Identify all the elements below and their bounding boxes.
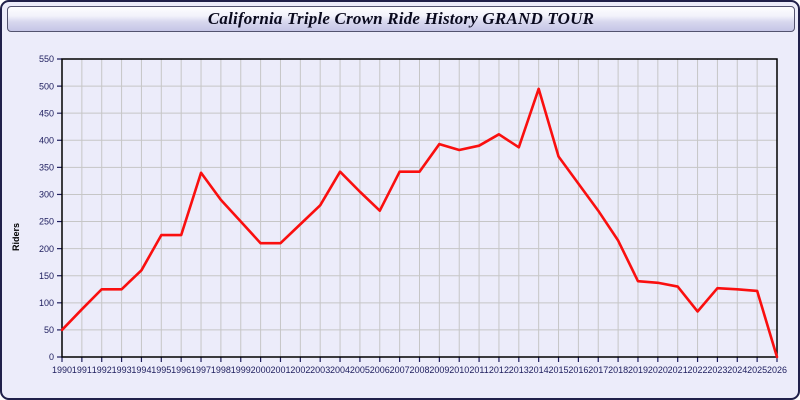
x-tick-label: 2009 [429,365,449,375]
x-tick-label: 2012 [489,365,509,375]
x-tick-label: 2024 [727,365,747,375]
x-tick-label: 2010 [449,365,469,375]
y-axis-ticks: 0 50 100 150 200 250 300 350 400 450 500 550 [39,54,62,362]
x-tick-label: 2011 [469,365,488,375]
chart-plot-area: Riders 0 50 100 150 200 250 300 350 400 450 500 550… [2,34,798,398]
y-tick-label: 200 [39,244,54,254]
x-tick-label: 2023 [707,365,727,375]
x-tick-label: 2002 [290,365,310,375]
y-tick-label: 0 [49,352,54,362]
gridlines [61,58,778,358]
y-tick-label: 150 [39,271,54,281]
x-tick-label: 1991 [72,365,92,375]
x-tick-label: 1990 [52,365,72,375]
y-tick-label: 400 [39,135,54,145]
x-tick-label: 2006 [370,365,390,375]
x-tick-label: 2008 [409,365,429,375]
riders-line-series [60,87,779,359]
x-tick-label: 2026 [767,365,787,375]
x-tick-label: 1992 [92,365,112,375]
x-axis-ticks: 1990 1991 1992 1993 1994 1995 1996 1997 1998 1999… [52,357,787,375]
x-tick-label: 1996 [171,365,191,375]
x-tick-label: 2007 [390,365,410,375]
x-tick-label: 2018 [608,365,628,375]
x-tick-label: 2000 [251,365,271,375]
x-tick-label: 2014 [529,365,549,375]
x-tick-label: 1995 [151,365,171,375]
x-tick-label: 2015 [549,365,569,375]
x-tick-label: 2022 [688,365,708,375]
y-tick-label: 350 [39,163,54,173]
x-tick-label: 2017 [588,365,608,375]
y-tick-label: 550 [39,54,54,64]
page-title: California Triple Crown Ride History GRA… [207,9,595,28]
x-tick-label: 2004 [330,365,350,375]
y-axis-label: Riders [11,223,21,252]
x-tick-label: 2020 [648,365,668,375]
y-tick-label: 100 [39,298,54,308]
x-tick-label: 2025 [747,365,767,375]
plot-frame [61,58,778,358]
x-tick-label: 2005 [350,365,370,375]
x-tick-label: 2013 [509,365,529,375]
x-tick-label: 2019 [628,365,648,375]
x-tick-label: 1999 [231,365,251,375]
x-tick-label: 1994 [131,365,151,375]
x-tick-label: 1993 [112,365,132,375]
y-tick-label: 50 [44,325,54,335]
x-tick-label: 2016 [568,365,588,375]
y-tick-label: 500 [39,81,54,91]
y-tick-label: 300 [39,190,54,200]
x-tick-label: 2003 [310,365,330,375]
x-tick-label: 2021 [668,365,688,375]
x-tick-label: 1998 [211,365,231,375]
y-tick-label: 450 [39,108,54,118]
y-tick-label: 250 [39,217,54,227]
x-tick-label: 2001 [270,365,290,375]
window-titlebar: California Triple Crown Ride History GRA… [7,6,795,32]
x-tick-label: 1997 [191,365,211,375]
